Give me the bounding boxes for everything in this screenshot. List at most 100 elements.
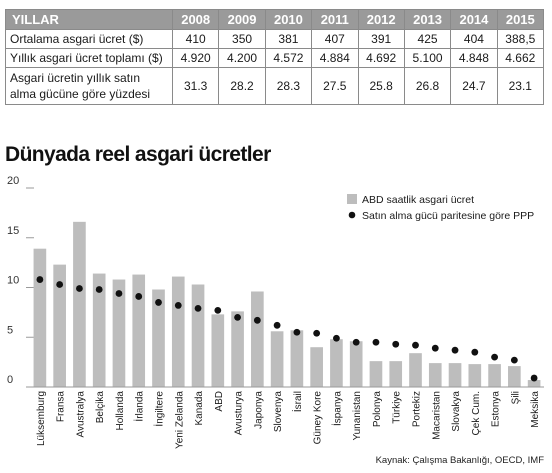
legend-dot-swatch: [348, 211, 356, 219]
table-cell: 26.8: [403, 67, 452, 105]
stats-table: YILLAR 2008 2009 2010 2011 2012 2013 201…: [5, 9, 545, 105]
x-tick-label: Fransa: [56, 391, 67, 423]
ppp-dot: [491, 353, 498, 361]
x-tick-label: Polonya: [372, 391, 383, 428]
table-row: Asgari ücretin yıllık satın alma gücüne …: [5, 67, 545, 105]
bar: [73, 221, 86, 387]
bar: [409, 353, 422, 387]
ppp-dot: [313, 329, 321, 337]
ppp-dot: [76, 285, 83, 292]
table-cell: 4.884: [311, 48, 359, 68]
x-tick-label: Türkiye: [392, 391, 403, 424]
bar: [349, 341, 363, 387]
table-cell: 23.1: [496, 67, 545, 105]
table-cell: 5.100: [403, 48, 452, 68]
ppp-dot: [431, 344, 439, 352]
header-cell: 2011: [311, 9, 359, 30]
table-cell: 24.7: [450, 67, 498, 105]
table-cell: 4.572: [264, 48, 313, 68]
bar: [211, 314, 225, 387]
table-cell: 388,5: [496, 29, 545, 49]
x-tick-label: Güney Kore: [313, 391, 324, 445]
x-tick-label: Yunanistan: [352, 391, 363, 441]
bar: [92, 273, 106, 387]
header-cell: 2012: [357, 9, 405, 30]
bar: [389, 361, 403, 387]
bar: [231, 311, 244, 387]
bar: [330, 339, 343, 387]
x-tick-label: Slovenya: [273, 391, 284, 433]
table-cell: 25.8: [357, 67, 405, 105]
y-tick-label: 10: [7, 275, 19, 287]
ppp-dot: [95, 286, 103, 293]
table-cell: 4.692: [357, 48, 405, 68]
legend: ABD saatlik asgari ücret Satın alma gücü…: [347, 194, 534, 222]
ppp-dot: [471, 348, 479, 356]
table-cell: 407: [311, 29, 359, 49]
ppp-dot: [135, 293, 143, 300]
table-cell: 425: [403, 29, 452, 49]
bar: [369, 361, 383, 387]
x-tick-label: Çek Cum.: [471, 391, 482, 435]
x-tick-label: İsrail: [291, 391, 304, 412]
bar-series: [33, 221, 541, 387]
row-label: Ortalama asgari ücret ($): [5, 29, 173, 49]
x-tick-label: Avusturya: [234, 391, 245, 436]
x-tick-label: Macaristan: [431, 391, 442, 440]
ppp-dot: [412, 341, 419, 349]
table-cell: 4.662: [496, 48, 545, 68]
table-cell: 410: [171, 29, 220, 49]
bar: [488, 364, 501, 387]
ppp-dot: [392, 340, 400, 348]
table-cell: 31.3: [171, 67, 220, 105]
table-cell: 404: [450, 29, 498, 49]
bar: [270, 331, 284, 387]
source-note: Kaynak: Çalışma Bakanlığı, OECD, IMF: [375, 455, 544, 466]
ppp-dot: [174, 302, 182, 309]
bar: [290, 330, 304, 387]
header-cell: 2015: [496, 9, 545, 30]
table-cell: 4.848: [450, 48, 498, 68]
x-tick-label: Belçika: [95, 391, 106, 424]
ppp-dot: [234, 313, 241, 321]
header-cell: 2013: [403, 9, 452, 30]
y-tick-label: 0: [7, 374, 13, 386]
table-cell: 28.2: [218, 67, 266, 105]
ppp-dot: [530, 374, 538, 382]
table-cell: 28.3: [264, 67, 313, 105]
ppp-dot: [115, 290, 123, 297]
table-cell: 391: [357, 29, 405, 49]
table-row: Yıllık asgari ücret toplamı ($) 4.920 4.…: [5, 48, 545, 68]
x-tick-label: Yeni Zelanda: [174, 391, 185, 449]
legend-bar-label: ABD saatlik asgari ücret: [362, 194, 474, 206]
x-tick-label: Japonya: [253, 391, 264, 429]
x-tick-label: Estonya: [491, 391, 502, 428]
header-cell: 2009: [218, 9, 266, 30]
x-tick-label: ABD: [214, 391, 225, 412]
x-tick-label: Şili: [510, 391, 521, 404]
bar: [132, 274, 146, 387]
ppp-dot: [510, 356, 518, 364]
bar: [112, 279, 126, 387]
table-header-row: YILLAR 2008 2009 2010 2011 2012 2013 201…: [5, 9, 545, 30]
legend-bar-swatch: [347, 194, 357, 204]
x-tick-label: Avustralya: [75, 391, 86, 438]
ppp-dot: [273, 321, 281, 329]
ppp-dot: [372, 338, 380, 346]
ppp-dot: [56, 281, 64, 288]
y-tick-label: 5: [7, 324, 13, 336]
x-tick-label: Hollanda: [115, 391, 126, 431]
header-cell: YILLAR: [5, 9, 173, 30]
bar: [428, 363, 442, 387]
bar: [251, 291, 264, 387]
x-tick-label: Kanada: [194, 391, 205, 426]
bar: [310, 347, 323, 387]
y-tick-label: 20: [7, 175, 19, 187]
row-label: Yıllık asgari ücret toplamı ($): [5, 48, 173, 68]
x-tick-label: Portekiz: [412, 391, 423, 427]
x-tick-label: Slovakya: [451, 391, 462, 432]
dot-series: [36, 276, 538, 382]
ppp-dot: [155, 299, 162, 306]
bar-chart: 0 5 10 15 20 Lüksemburg Fransa Avustralya Belçi…: [7, 175, 544, 449]
ppp-dot: [451, 346, 459, 354]
